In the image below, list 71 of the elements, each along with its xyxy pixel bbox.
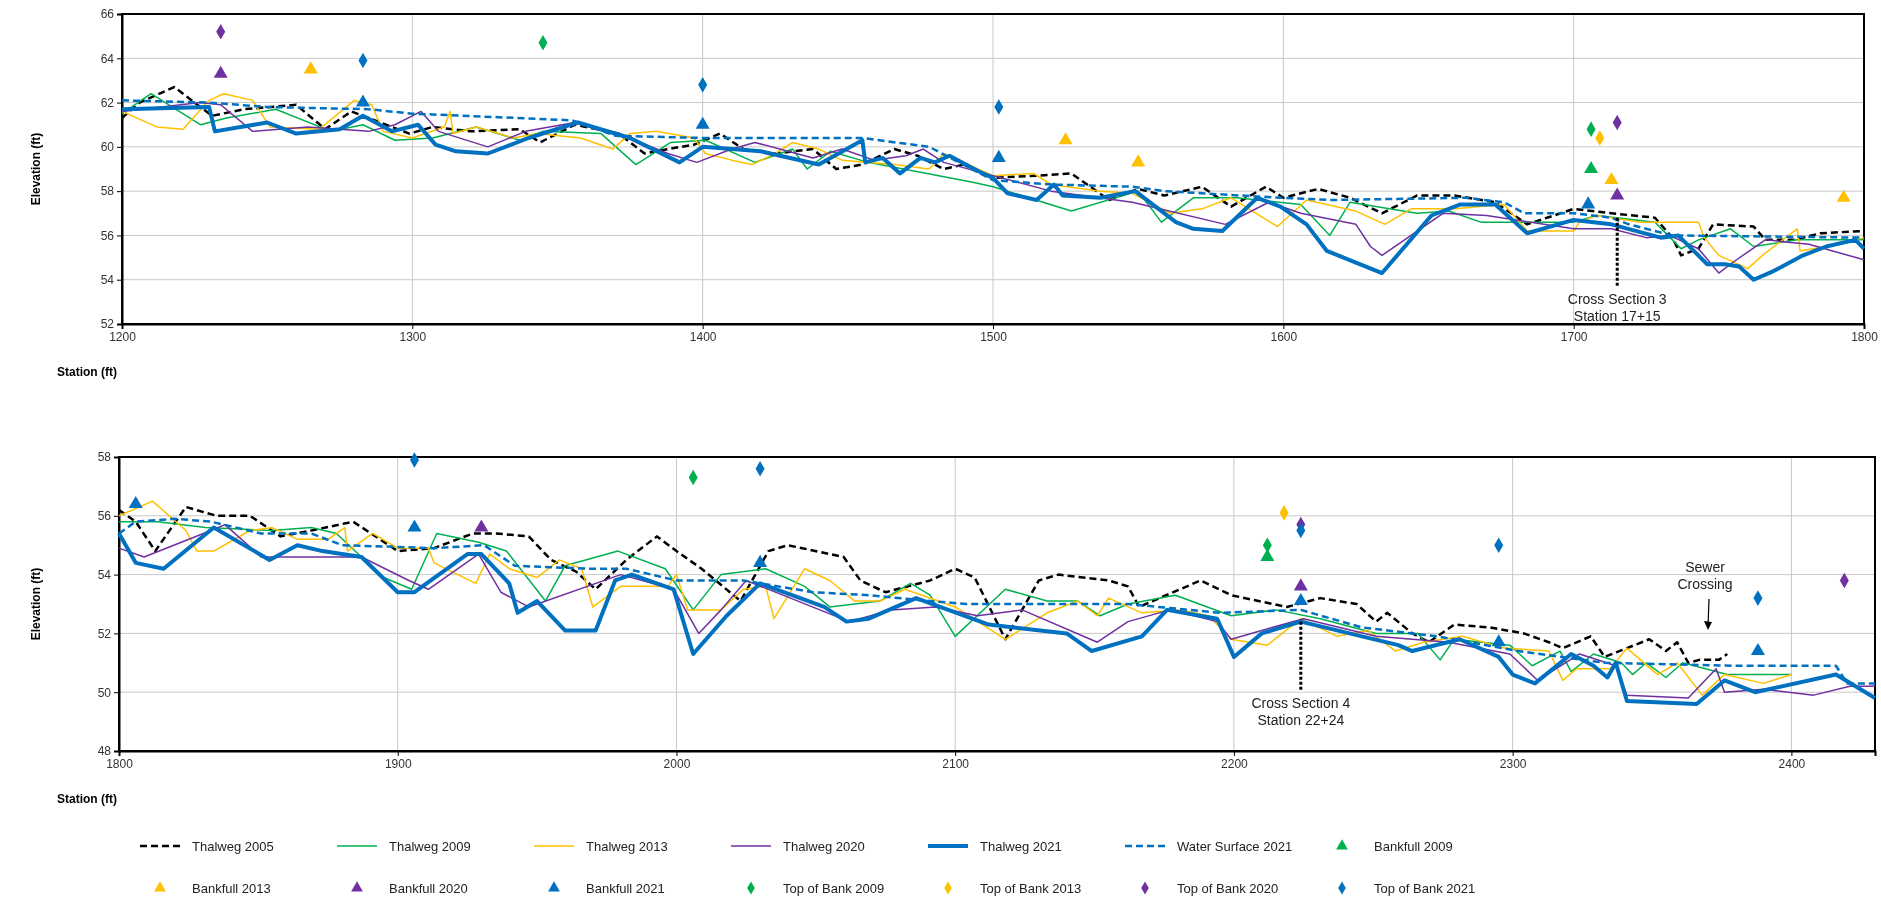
line-series xyxy=(118,500,1793,696)
point xyxy=(1836,189,1851,202)
point xyxy=(1610,187,1625,200)
legend-label: Bankfull 2013 xyxy=(192,881,271,896)
x-axis-title: Station (ft) xyxy=(57,365,117,379)
y-tick-label: 60 xyxy=(100,140,115,155)
point xyxy=(695,116,710,129)
point xyxy=(1604,171,1619,185)
legend-label: Top of Bank 2009 xyxy=(783,881,885,896)
x-tick-label: 2100 xyxy=(942,756,970,771)
point xyxy=(1058,132,1073,145)
y-tick-label: 56 xyxy=(100,228,115,243)
x-tick-label: 2400 xyxy=(1778,756,1806,771)
point xyxy=(1260,548,1275,562)
legend-label: Thalweg 2013 xyxy=(586,839,668,854)
y-tick-label: 54 xyxy=(97,567,112,582)
x-tick-label: 1300 xyxy=(399,329,427,344)
x-tick-label: 1700 xyxy=(1560,329,1588,344)
legend-label: Thalweg 2005 xyxy=(192,839,274,854)
point xyxy=(991,149,1006,162)
point xyxy=(1131,154,1146,167)
y-tick-label: 54 xyxy=(100,273,115,288)
point xyxy=(1750,642,1765,656)
point xyxy=(355,94,370,107)
x-tick-label: 1800 xyxy=(1851,329,1879,344)
annotation: Cross Section 3 Station 17+15 xyxy=(1567,290,1667,324)
y-tick-label: 66 xyxy=(100,7,115,22)
legend-label: Bankfull 2021 xyxy=(586,881,665,896)
x-tick-label: 1200 xyxy=(109,329,137,344)
point xyxy=(1581,196,1596,209)
point xyxy=(474,519,489,532)
y-tick-label: 50 xyxy=(97,685,112,700)
x-tick-label: 1800 xyxy=(106,756,134,771)
y-axis-title: Elevation (ft) xyxy=(29,132,43,206)
x-tick-label: 2000 xyxy=(663,756,691,771)
point xyxy=(1491,634,1506,647)
legend-label: Bankfull 2020 xyxy=(389,881,468,896)
y-tick-label: 64 xyxy=(100,51,115,66)
y-tick-label: 62 xyxy=(100,95,115,110)
y-tick-label: 56 xyxy=(97,509,112,524)
point xyxy=(128,495,143,509)
y-tick-label: 48 xyxy=(97,744,112,759)
point xyxy=(213,65,228,78)
y-tick-label: 52 xyxy=(97,626,112,641)
legend-label: Top of Bank 2021 xyxy=(1374,881,1476,896)
x-tick-label: 2200 xyxy=(1221,756,1249,771)
x-tick-label: 1500 xyxy=(980,329,1008,344)
legend-label: Top of Bank 2013 xyxy=(980,881,1082,896)
point xyxy=(1293,592,1308,606)
x-tick-label: 1900 xyxy=(384,756,412,771)
point xyxy=(1293,578,1308,591)
y-tick-label: 52 xyxy=(100,317,115,332)
legend-label: Top of Bank 2020 xyxy=(1177,881,1279,896)
legend-label: Water Surface 2021 xyxy=(1177,839,1293,854)
point xyxy=(407,519,422,532)
y-tick-label: 58 xyxy=(100,184,115,199)
legend-label: Thalweg 2021 xyxy=(980,839,1062,854)
legend-label: Thalweg 2020 xyxy=(783,839,865,854)
point xyxy=(753,554,768,567)
annotation: Sewer Crossing xyxy=(1677,559,1733,592)
point xyxy=(1584,160,1599,174)
x-tick-label: 1600 xyxy=(1270,329,1298,344)
legend-label: Bankfull 2009 xyxy=(1374,839,1453,854)
x-tick-label: 2300 xyxy=(1499,756,1527,771)
legend-label: Thalweg 2009 xyxy=(389,839,471,854)
y-tick-label: 58 xyxy=(97,450,112,465)
y-axis-title: Elevation (ft) xyxy=(29,567,43,641)
x-tick-label: 1400 xyxy=(689,329,717,344)
point xyxy=(303,61,318,74)
annotation: Cross Section 4 Station 22+24 xyxy=(1251,694,1351,728)
x-axis-title: Station (ft) xyxy=(57,792,117,806)
